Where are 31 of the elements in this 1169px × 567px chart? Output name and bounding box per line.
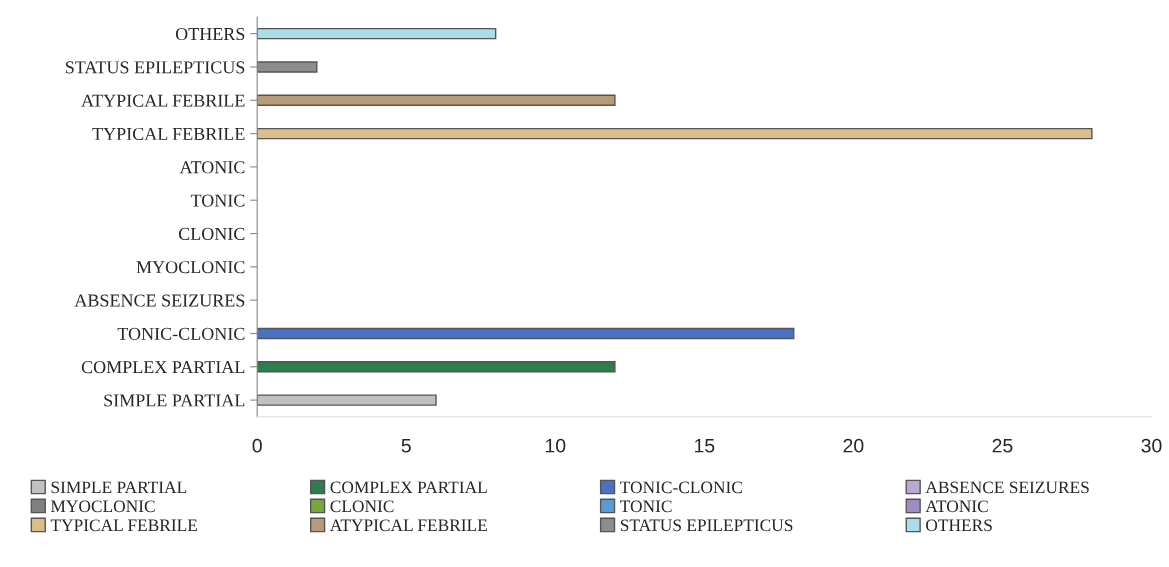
y-tick-label: TONIC-CLONIC [117, 327, 245, 340]
y-tick-label: STATUS EPILEPTICUS [65, 61, 245, 74]
y-tick-label: SIMPLE PARTIAL [104, 394, 245, 407]
y-tick-label: COMPLEX PARTIAL [81, 361, 245, 374]
y-tick-label: ABSENCE SEIZURES [74, 294, 245, 307]
y-tick-label: TONIC [190, 194, 245, 207]
x-tick-label: 5 [401, 438, 411, 453]
x-tick-label: 10 [545, 438, 566, 453]
x-tick-label: 25 [992, 438, 1013, 453]
y-tick-label: OTHERS [175, 27, 245, 41]
legend-label: SIMPLE PARTIAL [51, 481, 187, 494]
y-tick-label: TYPICAL FEBRILE [92, 127, 245, 141]
legend-label: TONIC [620, 500, 672, 513]
legend-label: OTHERS [926, 519, 992, 532]
x-tick-label: 0 [252, 438, 262, 453]
legend-label: TONIC-CLONIC [620, 481, 742, 494]
x-tick-label: 30 [1141, 438, 1162, 453]
y-tick-label: ATYPICAL FEBRILE [81, 94, 245, 107]
x-tick-label: 20 [843, 438, 864, 453]
legend-label: CLONIC [330, 500, 394, 513]
legend-label: COMPLEX PARTIAL [330, 481, 487, 494]
x-tick-label: 15 [694, 438, 715, 453]
legend-label: ABSENCE SEIZURES [925, 481, 1089, 494]
legend-label: STATUS EPILEPTICUS [620, 519, 793, 532]
legend-label: MYOCLONIC [50, 500, 155, 513]
y-tick-label: CLONIC [178, 227, 245, 240]
legend-label: TYPICAL FEBRILE [50, 519, 197, 532]
legend-label: ATONIC [925, 500, 988, 513]
legend-label: ATYPICAL FEBRILE [329, 519, 487, 532]
y-tick-label: ATONIC [179, 161, 245, 174]
y-tick-label: MYOCLONIC [136, 261, 245, 274]
